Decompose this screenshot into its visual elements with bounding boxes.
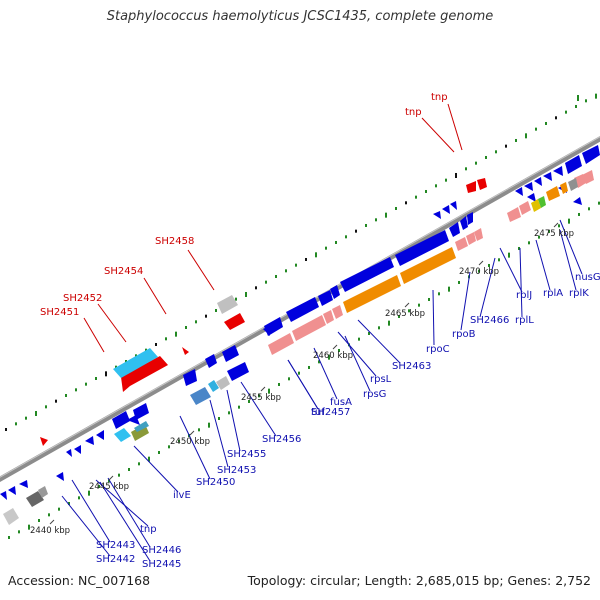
scale-tick-label: 2450 kbp <box>170 437 210 447</box>
gene-label-sh2453: SH2453 <box>217 465 256 476</box>
scale-tick-label: 2475 kbp <box>534 229 574 239</box>
gene-label-sh2443: SH2443 <box>96 540 135 551</box>
gene-label-rplj: rplJ <box>516 290 532 301</box>
gene-label-rpsl: rpsL <box>370 374 392 385</box>
scale-tick-label: 2465 kbp <box>385 309 425 319</box>
gene-label-rpob: rpoB <box>452 329 476 340</box>
gene-label-fusa: fusA <box>330 397 352 408</box>
orange-features <box>343 182 568 313</box>
gene-label-tnp: tnp <box>405 107 422 118</box>
gc-dots-inner <box>8 201 600 539</box>
gene-label-rpoc: rpoC <box>426 344 450 355</box>
scale-tick-label: 2470 kbp <box>459 267 499 277</box>
gene-label-sh2446: SH2446 <box>142 545 181 556</box>
gene-label-sh2454: SH2454 <box>104 266 143 277</box>
scale-tick-label: 2455 kbp <box>241 393 281 403</box>
scale-tick-label: 2460 kbp <box>313 351 353 361</box>
scale-tick-label: 2445 kbp <box>89 482 129 492</box>
yellow-feature <box>531 178 578 212</box>
gene-label-sh2445: SH2445 <box>142 559 181 570</box>
gene-label-sh2452: SH2452 <box>63 293 102 304</box>
gene-label-tuf: tuf <box>311 407 325 418</box>
gene-label-sh2450: SH2450 <box>196 477 235 488</box>
gene-label-tnp: tnp <box>140 524 157 535</box>
red-features <box>40 178 487 446</box>
gene-label-sh2466: SH2466 <box>470 315 509 326</box>
pink-features <box>268 170 594 355</box>
gene-label-sh2457: SH2457 <box>311 407 350 418</box>
gene-label-sh2451: SH2451 <box>40 307 79 318</box>
scale-tick-label: 2440 kbp <box>30 526 70 536</box>
topology-text: Topology: circular; Length: 2,685,015 bp… <box>247 573 591 588</box>
cds-upper <box>0 145 600 500</box>
gc-dots-outer <box>5 93 597 431</box>
gene-label-sh2442: SH2442 <box>96 554 135 565</box>
gene-labels: SH2442SH2443SH2445SH2446tnpilvESH2450SH2… <box>40 92 600 570</box>
cyan-features <box>113 348 219 442</box>
gene-label-rpla: rplA <box>543 288 563 299</box>
gene-label-sh2456: SH2456 <box>262 434 301 445</box>
scale-ticks: 2440 kbp 2445 kbp 2450 kbp 2455 kbp 2460 kbp… <box>30 222 574 536</box>
gene-label-rpsg: rpsG <box>363 389 386 400</box>
map-title: Staphylococcus haemolyticus JCSC1435, co… <box>106 9 494 24</box>
gene-label-rpll: rplL <box>515 315 534 326</box>
gene-label-rplk: rplK <box>569 288 589 299</box>
gene-label-sh2455: SH2455 <box>227 449 266 460</box>
blue-leader-lines <box>61 219 583 562</box>
accession-text: Accession: NC_007168 <box>8 573 151 588</box>
gene-label-tnp: tnp <box>431 92 448 103</box>
red-leader-lines <box>83 103 463 353</box>
grey-features <box>3 295 238 525</box>
olive-features <box>131 421 149 441</box>
gene-label-sh2458: SH2458 <box>155 236 194 247</box>
gene-label-sh2463: SH2463 <box>392 361 431 372</box>
gene-label-nusg: nusG <box>575 272 600 283</box>
gene-label-ilve: ilvE <box>173 490 191 501</box>
